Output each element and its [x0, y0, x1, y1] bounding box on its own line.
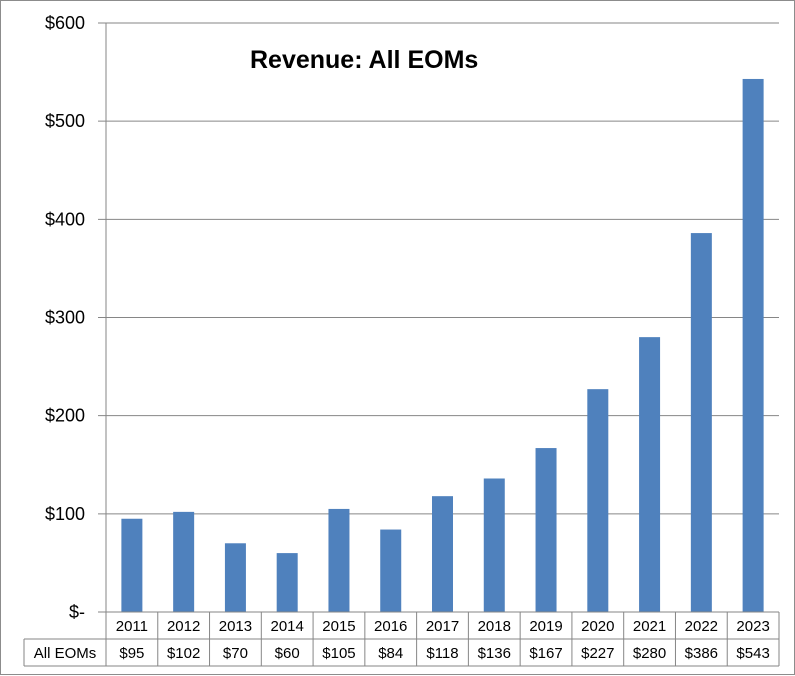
- bar-2018: [483, 478, 505, 612]
- chart-title: Revenue: All EOMs: [250, 46, 478, 74]
- x-tick-label: 2011: [116, 618, 148, 635]
- x-tick-label: 2015: [322, 618, 355, 635]
- data-label: $280: [633, 645, 666, 662]
- table-series-label: All EOMs: [34, 645, 97, 662]
- y-tick-label: $400: [45, 209, 85, 229]
- bar-2012: [173, 511, 195, 612]
- bar-2017: [432, 496, 453, 612]
- data-label: $386: [685, 645, 718, 662]
- bar-2013: [224, 543, 246, 612]
- x-tick-label: 2012: [167, 618, 200, 635]
- y-tick-label: $-: [69, 602, 85, 622]
- y-tick-label: $200: [45, 406, 85, 426]
- y-axis-tick-labels: $- $100 $200 $300 $400 $500 $600: [45, 13, 85, 622]
- data-table: All EOMs 2011 $95 2012 $102 2013 $70 2014 $60 201…: [23, 611, 780, 667]
- x-tick-label: 2018: [478, 618, 511, 635]
- data-label: $105: [322, 645, 355, 662]
- data-label: $136: [478, 645, 511, 662]
- bar-2021: [639, 337, 661, 612]
- x-tick-label: 2014: [271, 618, 304, 635]
- bar-2011: [121, 518, 143, 612]
- x-tick-label: 2023: [736, 618, 769, 635]
- y-tick-label: $600: [45, 13, 85, 33]
- data-label: $227: [581, 645, 614, 662]
- data-label: $60: [275, 645, 300, 662]
- data-label: $102: [167, 645, 200, 662]
- bars: [121, 78, 764, 612]
- x-tick-label: 2019: [529, 618, 562, 635]
- data-label: $70: [223, 645, 248, 662]
- data-label: $84: [378, 645, 403, 662]
- y-tick-label: $300: [45, 308, 85, 328]
- x-tick-label: 2013: [219, 618, 252, 635]
- x-tick-label: 2021: [633, 618, 666, 635]
- x-tick-label: 2020: [581, 618, 614, 635]
- data-label: $95: [119, 645, 144, 662]
- data-label: $118: [426, 645, 458, 662]
- bar-2015: [328, 508, 350, 612]
- gridlines: [98, 22, 779, 613]
- x-tick-label: 2016: [374, 618, 407, 635]
- x-tick-label: 2022: [685, 618, 718, 635]
- data-label: $543: [736, 645, 769, 662]
- data-label: $167: [529, 645, 562, 662]
- bar-2016: [380, 529, 402, 612]
- bar-2020: [587, 389, 609, 612]
- bar-2022: [690, 233, 712, 612]
- bar-2014: [276, 553, 298, 612]
- bar-2019: [535, 448, 557, 612]
- x-tick-label: 2017: [426, 618, 459, 635]
- bar-2023: [742, 78, 764, 612]
- y-tick-label: $100: [45, 504, 85, 524]
- y-tick-label: $500: [45, 111, 85, 131]
